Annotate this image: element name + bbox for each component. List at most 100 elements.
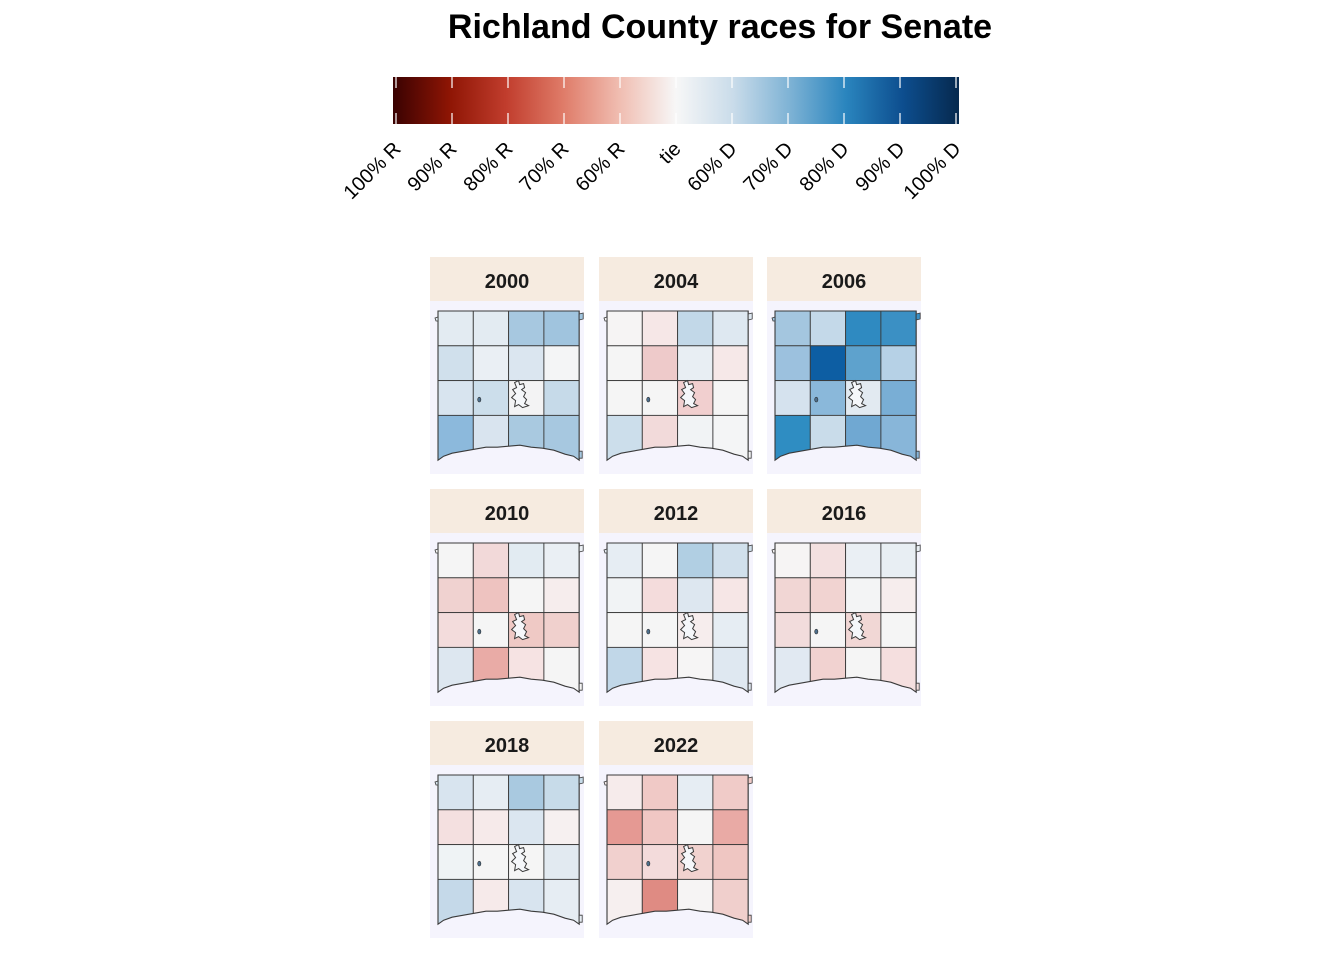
village-dot (814, 628, 819, 635)
boundary-fragment (747, 682, 752, 691)
township-cell (641, 543, 679, 579)
township-cell (508, 543, 545, 579)
township-cell (677, 775, 714, 811)
township-cell (712, 345, 749, 382)
panel-header (430, 489, 584, 533)
village-dot (477, 860, 482, 867)
township-cell (607, 809, 643, 846)
township-cell (809, 345, 847, 382)
township-cell (543, 311, 580, 347)
boundary-fragment (915, 682, 920, 691)
city-outline (510, 379, 530, 409)
township-cell (775, 380, 811, 416)
township-cell (543, 775, 580, 811)
village-dot (646, 860, 651, 867)
township-cell (809, 577, 847, 614)
township-cell (472, 612, 510, 648)
township-cell (775, 543, 811, 579)
township-cell (607, 612, 643, 648)
township-cell (607, 577, 643, 614)
township-cell (775, 577, 811, 614)
city-outline (679, 611, 699, 641)
township-cell (438, 775, 474, 811)
township-cell (543, 380, 580, 416)
panel-year-label: 2012 (654, 503, 699, 525)
township-cell (845, 311, 882, 347)
township-cell (880, 612, 917, 648)
boundary-fragment (771, 548, 776, 554)
panel-header (767, 489, 921, 533)
panel-header (599, 489, 753, 533)
township-cell (472, 345, 510, 382)
township-cell (607, 345, 643, 382)
township-cell (438, 543, 474, 579)
township-cell (845, 577, 882, 614)
county-outline (606, 310, 749, 462)
chart-title: Richland County races for Senate (447, 8, 993, 46)
boundary-fragment (915, 312, 921, 321)
township-cell (472, 543, 510, 579)
township-cell (809, 543, 847, 579)
panel-year-label: 2010 (485, 503, 530, 525)
city-outline (679, 843, 699, 873)
township-cell (775, 345, 811, 382)
township-cell (543, 844, 580, 880)
village-dot (646, 628, 651, 635)
township-cell (880, 311, 917, 347)
map-panel-2012: 2012 (599, 489, 753, 706)
boundary-fragment (603, 780, 608, 786)
township-cell (508, 577, 545, 614)
township-cell (712, 380, 749, 416)
township-cell (543, 345, 580, 382)
township-cell (641, 311, 679, 347)
township-cell (712, 844, 749, 880)
map-panel-2000: 2000 (430, 257, 584, 474)
city-outline (510, 843, 530, 873)
township-cell (880, 577, 917, 614)
township-cell (775, 612, 811, 648)
township-cell (438, 809, 474, 846)
township-cell (607, 380, 643, 416)
boundary-fragment (578, 776, 584, 785)
township-cell (712, 577, 749, 614)
boundary-fragment (771, 316, 776, 322)
boundary-fragment (747, 776, 753, 785)
city-outline (510, 611, 530, 641)
panel-year-label: 2018 (485, 735, 530, 757)
county-outline (606, 774, 749, 926)
county-outline (606, 542, 749, 694)
township-cell (677, 577, 714, 614)
map-panel-2006: 2006 (767, 257, 921, 474)
township-cell (508, 775, 545, 811)
township-cell (543, 809, 580, 846)
township-cell (472, 577, 510, 614)
boundary-fragment (747, 450, 752, 459)
township-cell (677, 809, 714, 846)
township-cell (438, 345, 474, 382)
county-outline (437, 310, 580, 462)
township-cell (508, 311, 545, 347)
boundary-fragment (578, 450, 583, 459)
boundary-fragment (434, 548, 439, 554)
township-cell (472, 775, 510, 811)
township-cell (438, 311, 474, 347)
township-cell (543, 543, 580, 579)
panel-year-label: 2006 (822, 271, 867, 293)
township-cell (845, 345, 882, 382)
township-cell (641, 577, 679, 614)
panel-year-label: 2000 (485, 271, 530, 293)
boundary-fragment (578, 914, 583, 923)
boundary-fragment (578, 682, 583, 691)
township-cell (677, 311, 714, 347)
township-cell (438, 612, 474, 648)
map-panel-2018: 2018 (430, 721, 584, 938)
township-cell (712, 311, 749, 347)
boundary-fragment (747, 914, 752, 923)
county-outline (437, 774, 580, 926)
township-cell (641, 775, 679, 811)
map-panel-2010: 2010 (430, 489, 584, 706)
township-cell (641, 809, 679, 846)
township-cell (712, 775, 749, 811)
boundary-fragment (747, 544, 753, 553)
